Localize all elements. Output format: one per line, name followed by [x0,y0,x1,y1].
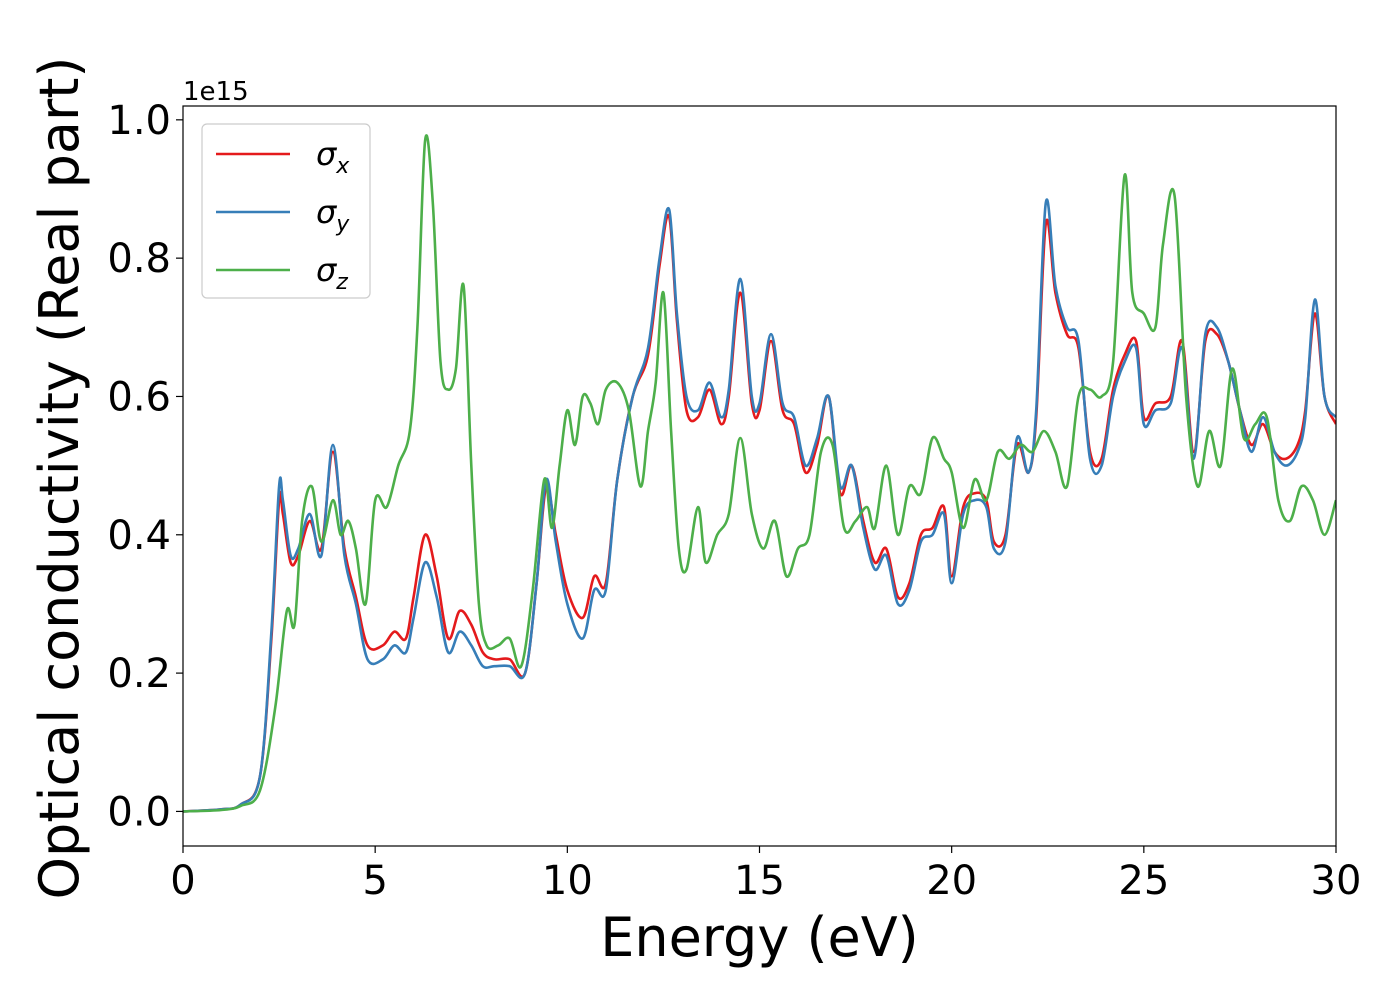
x-axis-title: Energy (eV) [600,906,919,969]
y-tick-label: 0.6 [107,374,171,420]
x-tick-label: 30 [1311,858,1362,904]
x-axis: 0 5 10 15 20 25 30 [170,846,1361,904]
y-axis-title: Optical conductivity (Real part) [28,57,91,900]
y-tick-label: 0.8 [107,236,171,282]
series-layer [183,134,1336,813]
y-offset-label: 1e15 [183,77,249,107]
x-tick-label: 5 [362,858,387,904]
legend: σx σy σz [201,123,371,299]
legend-entry-y: σy [316,193,350,237]
x-tick-label: 0 [170,858,195,904]
x-tick-label: 20 [926,858,977,904]
legend-entry-x: σx [316,135,350,179]
series-line-y [183,198,1336,813]
y-axis: 0.0 0.2 0.4 0.6 0.8 1.0 [107,98,183,835]
y-tick-label: 0.0 [107,789,171,835]
x-tick-label: 10 [542,858,593,904]
series-line-z [183,134,1336,813]
series-line-x [183,213,1336,813]
y-tick-label: 0.4 [107,513,171,559]
x-tick-label: 25 [1118,858,1169,904]
legend-entry-z: σz [316,251,348,295]
y-tick-label: 1.0 [107,98,171,144]
x-tick-label: 15 [734,858,785,904]
y-tick-label: 0.2 [107,651,171,697]
